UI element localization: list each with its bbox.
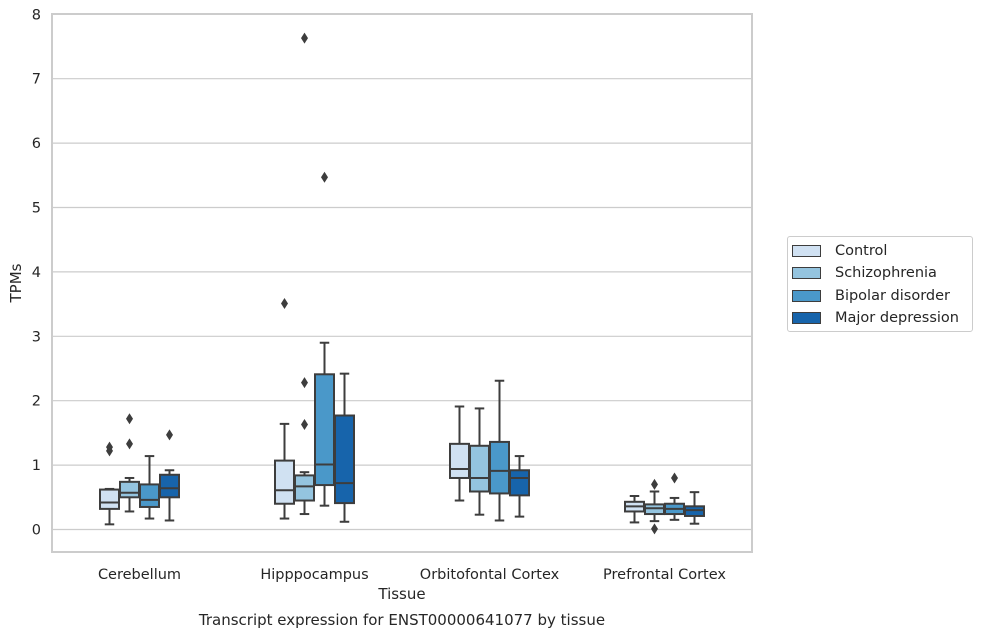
- plot-area: [52, 14, 752, 552]
- outlier-point: [651, 523, 658, 535]
- legend-item-major-depression: Major depression: [792, 307, 959, 329]
- outlier-point: [671, 472, 678, 484]
- outlier-point: [106, 441, 113, 453]
- legend-swatch-schizophrenia: [792, 267, 821, 279]
- box: [489, 440, 510, 495]
- outlier-point: [651, 478, 658, 490]
- box-group: [684, 491, 705, 525]
- y-tick-label: 6: [32, 136, 41, 152]
- y-tick-label: 0: [32, 523, 41, 539]
- y-tick-label: 4: [32, 265, 41, 281]
- x-tick-label: Cerebellum: [98, 567, 181, 583]
- box: [509, 469, 530, 497]
- box-group: [489, 379, 510, 522]
- outlier-point: [301, 377, 308, 389]
- y-tick-label: 2: [32, 394, 41, 410]
- outlier-point: [301, 419, 308, 431]
- x-tick-label: Hipppocampus: [260, 567, 368, 583]
- box-group: [509, 455, 530, 518]
- x-axis-label: Tissue: [377, 585, 425, 603]
- box-group: [644, 478, 665, 535]
- box: [159, 473, 180, 499]
- x-tick-label: Prefrontal Cortex: [603, 567, 726, 583]
- y-axis-label: TPMs: [7, 263, 25, 303]
- outlier-point: [166, 429, 173, 441]
- outlier-point: [321, 171, 328, 183]
- box: [469, 444, 490, 493]
- legend-item-schizophrenia: Schizophrenia: [792, 262, 937, 284]
- legend-item-bipolar-disorder: Bipolar disorder: [792, 285, 950, 307]
- y-tick-labels: 0 1 2 3 4 5 6 7 8: [32, 7, 41, 538]
- box: [274, 459, 295, 505]
- boxes: [99, 32, 705, 535]
- legend-item-control: Control: [792, 240, 887, 262]
- x-tick-labels: Cerebellum Hipppocampus Orbitofontal Corte…: [98, 567, 726, 583]
- legend-label-control: Control: [835, 243, 888, 259]
- box: [294, 474, 315, 502]
- y-tick-label: 7: [32, 72, 41, 88]
- legend-label-schizophrenia: Schizophrenia: [835, 265, 937, 281]
- x-tick-label: Orbitofontal Cortex: [420, 567, 560, 583]
- box: [334, 414, 355, 505]
- box-group: [664, 472, 685, 521]
- y-tick-label: 8: [32, 7, 41, 23]
- box: [139, 483, 160, 508]
- box-group: [99, 441, 120, 526]
- box: [314, 373, 335, 487]
- legend-label-major-depression: Major depression: [835, 310, 959, 326]
- legend: Control Schizophrenia Bipolar disorder M…: [787, 236, 973, 332]
- box-group: [294, 32, 315, 516]
- legend-swatch-bipolar-disorder: [792, 290, 821, 302]
- box-group: [159, 429, 180, 522]
- legend-label-bipolar-disorder: Bipolar disorder: [835, 288, 950, 304]
- y-tick-label: 3: [32, 329, 41, 345]
- legend-swatch-control: [792, 245, 821, 257]
- box-group: [334, 372, 355, 523]
- legend-swatch-major-depression: [792, 312, 821, 324]
- box: [99, 488, 120, 510]
- chart-caption: Transcript expression for ENST0000064107…: [198, 611, 606, 629]
- y-tick-label: 5: [32, 201, 41, 217]
- outlier-point: [281, 297, 288, 309]
- box: [119, 480, 140, 499]
- plot-frame: [51, 13, 753, 553]
- outlier-point: [126, 438, 133, 450]
- outlier-point: [301, 32, 308, 44]
- y-tick-label: 1: [32, 458, 41, 474]
- box: [449, 442, 470, 479]
- outlier-point: [126, 413, 133, 425]
